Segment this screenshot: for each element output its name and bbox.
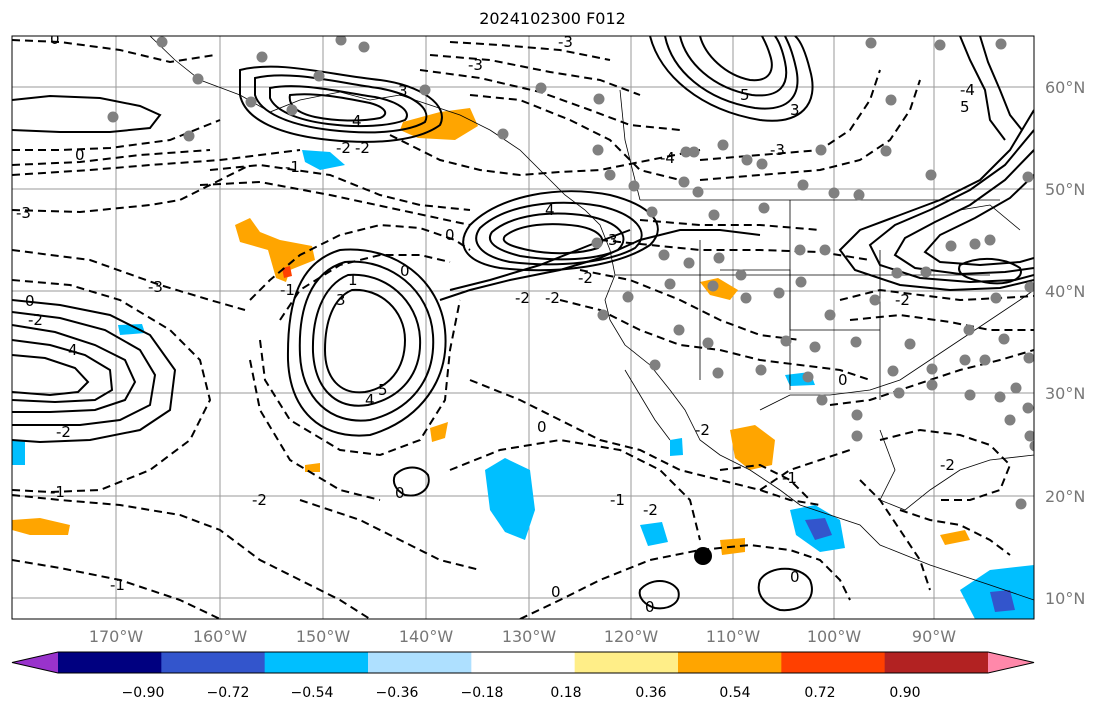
contour-label: -3 <box>148 278 163 296</box>
contour-label: -3 <box>16 204 31 222</box>
lon-label-150w: 150°W <box>296 627 351 646</box>
contour-label: 0 <box>551 583 561 601</box>
contour-label: -2 <box>940 456 955 474</box>
shaded-anomalies <box>12 108 1034 619</box>
lon-label-120w: 120°W <box>604 627 659 646</box>
latitude-labels: 60°N 50°N 40°N 30°N 20°N 10°N <box>1045 78 1085 608</box>
contour-label: 0 <box>50 30 60 48</box>
colorbar-segment <box>471 652 576 673</box>
lat-label-60n: 60°N <box>1045 78 1085 97</box>
black-dot <box>694 547 712 565</box>
contour-label: -2 <box>545 289 560 307</box>
contour-label: 0 <box>445 226 455 244</box>
contour-label: 5 <box>378 381 388 399</box>
contour-label: -1 <box>782 469 797 487</box>
contour-label: -3 <box>770 141 785 159</box>
lon-label-130w: 130°W <box>502 627 557 646</box>
colorbar-segments <box>11 651 1035 674</box>
lon-label-90w: 90°W <box>912 627 956 646</box>
colorbar-segment <box>368 652 472 673</box>
contour-label: 3 <box>336 291 346 309</box>
contour-label: 0 <box>75 146 85 164</box>
contour-label: 4 <box>365 391 375 409</box>
contour-label: 0 <box>400 262 410 280</box>
contour-label: -3 <box>558 33 573 51</box>
colorbar-segment <box>678 652 782 673</box>
colorbar-tick-label: 0.90 <box>889 685 920 701</box>
lon-label-170w: 170°W <box>89 627 144 646</box>
contour-label: -1 <box>610 491 625 509</box>
contour-label: -2 <box>643 501 658 519</box>
lat-label-20n: 20°N <box>1045 487 1085 506</box>
colorbar-tick-label: −0.36 <box>376 685 419 701</box>
colorbar-segment <box>12 652 58 673</box>
colorbar-tick-label: −0.18 <box>461 685 504 701</box>
map-frame <box>11 35 1035 620</box>
colorbar-outline <box>11 651 1035 674</box>
contour-label: 0 <box>790 568 800 586</box>
contour-label: -1 <box>280 281 295 299</box>
contour-label: 4 <box>68 341 78 359</box>
contour-label: 0 <box>645 598 655 616</box>
colorbar: −0.90 −0.72 −0.54 −0.36 −0.18 0.18 0.36 … <box>11 651 1035 701</box>
colorbar-segment <box>781 652 886 673</box>
map-title: 2024102300 F012 <box>479 9 626 28</box>
contour-label: 0 <box>537 418 547 436</box>
lat-label-50n: 50°N <box>1045 180 1085 199</box>
colorbar-tick-label: 0.18 <box>550 685 581 701</box>
contour-label: -4 <box>660 149 675 167</box>
contour-labels: 0 -3 3 -3 5 3 4 -2 -2 -1 -4 -3 -4 5 4 3 … <box>16 30 975 616</box>
contour-label: 3 <box>398 82 408 100</box>
map-panel: 0 -3 3 -3 5 3 4 -2 -2 -1 -4 -3 -4 5 4 3 … <box>12 30 1034 619</box>
contour-label: -1 <box>285 158 300 176</box>
colorbar-tick-label: −0.72 <box>207 685 250 701</box>
longitude-labels: 170°W 160°W 150°W 140°W 130°W 120°W 110°… <box>89 627 956 646</box>
lon-label-160w: 160°W <box>193 627 248 646</box>
colorbar-tick-label: 0.36 <box>635 685 666 701</box>
solid-contours <box>12 36 1034 612</box>
colorbar-segment <box>161 652 266 673</box>
contour-label: -2 <box>515 289 530 307</box>
contour-label: 4 <box>545 201 555 219</box>
lon-label-140w: 140°W <box>399 627 454 646</box>
contour-label: 5 <box>960 98 970 116</box>
colorbar-tick-label: 0.54 <box>719 685 750 701</box>
contour-label: 0 <box>838 371 848 389</box>
contour-label: -2 <box>695 421 710 439</box>
contour-label: -2 <box>895 291 910 309</box>
contour-label: 0 <box>25 292 35 310</box>
colorbar-segment <box>264 652 369 673</box>
colorbar-tick-label: 0.72 <box>804 685 835 701</box>
colorbar-segment <box>574 652 679 673</box>
contour-label: 4 <box>352 112 362 130</box>
colorbar-segment <box>58 652 162 673</box>
contour-label: -2 <box>28 311 43 329</box>
contour-label: -2 <box>56 423 71 441</box>
colorbar-tick-label: −0.90 <box>122 685 165 701</box>
contour-label: -2 <box>355 139 370 157</box>
contour-label: -2 <box>252 491 267 509</box>
contour-label: -1 <box>110 576 125 594</box>
colorbar-tick-labels: −0.90 −0.72 −0.54 −0.36 −0.18 0.18 0.36 … <box>122 685 921 701</box>
colorbar-segment <box>988 652 1034 673</box>
contour-label: 5 <box>740 86 750 104</box>
lat-label-10n: 10°N <box>1045 589 1085 608</box>
contour-label: 1 <box>348 271 358 289</box>
contour-label: 3 <box>608 231 618 249</box>
station-markers <box>107 36 1034 510</box>
contour-label: -3 <box>468 56 483 74</box>
contour-label: 0 <box>395 484 405 502</box>
contour-label: -4 <box>960 81 975 99</box>
lon-label-100w: 100°W <box>807 627 862 646</box>
lat-label-30n: 30°N <box>1045 384 1085 403</box>
colorbar-segment <box>884 652 989 673</box>
lon-label-110w: 110°W <box>706 627 761 646</box>
lat-label-40n: 40°N <box>1045 282 1085 301</box>
contour-label: -1 <box>50 483 65 501</box>
colorbar-tick-label: −0.54 <box>291 685 334 701</box>
contour-label: -2 <box>336 139 351 157</box>
contour-label: -2 <box>578 269 593 287</box>
contour-label: 3 <box>790 101 800 119</box>
